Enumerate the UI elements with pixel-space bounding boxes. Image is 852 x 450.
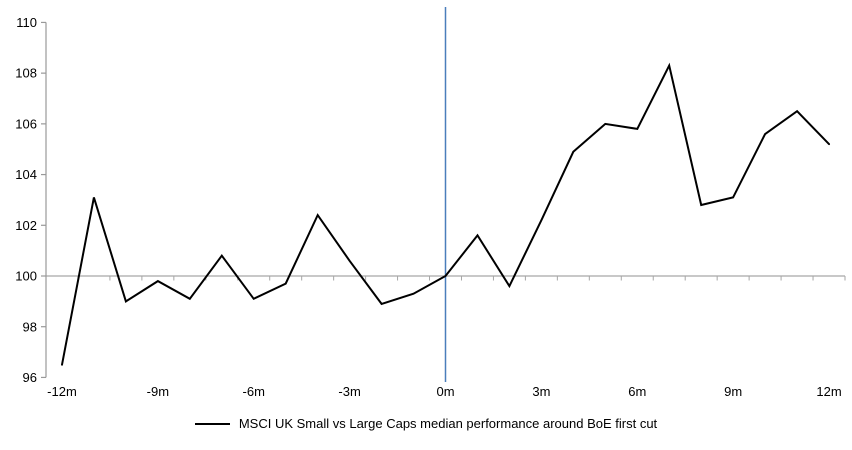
y-axis-label: 104: [15, 167, 37, 182]
x-axis-label: -3m: [338, 384, 360, 399]
x-axis-label: 9m: [724, 384, 742, 399]
x-axis-label: 3m: [532, 384, 550, 399]
legend-label: MSCI UK Small vs Large Caps median perfo…: [238, 416, 658, 431]
legend-line-swatch-icon: [194, 422, 230, 425]
x-axis-label: -6m: [243, 384, 265, 399]
legend: MSCI UK Small vs Large Caps median perfo…: [0, 416, 852, 431]
x-axis-label: 12m: [816, 384, 841, 399]
y-axis-label: 106: [15, 116, 37, 131]
y-axis-label: 110: [16, 15, 37, 30]
x-axis-label: 6m: [628, 384, 646, 399]
y-axis-label: 100: [15, 269, 37, 284]
series-line: [61, 62, 830, 366]
y-axis-label: 108: [15, 66, 37, 81]
x-axis-label: 0m: [436, 384, 454, 399]
x-axis-label: -12m: [47, 384, 77, 399]
y-axis-label: 98: [23, 319, 37, 334]
y-axis-label: 96: [23, 370, 37, 385]
y-axis-label: 102: [15, 218, 37, 233]
x-axis-label: -9m: [147, 384, 169, 399]
